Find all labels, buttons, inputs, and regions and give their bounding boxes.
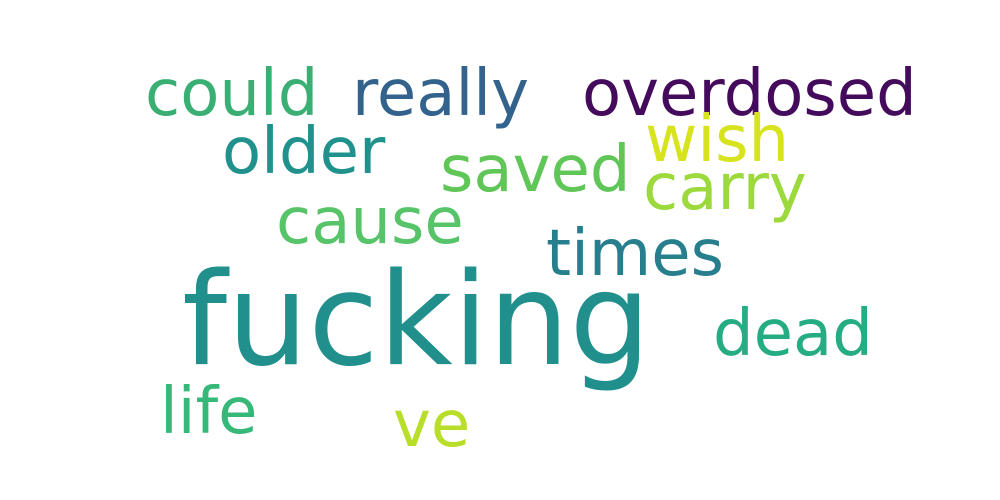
word-dead: dead <box>713 297 873 371</box>
word-overdosed: overdosed <box>582 57 917 131</box>
word-could: could <box>145 57 319 131</box>
word-older: older <box>222 115 386 189</box>
word-carry: carry <box>643 151 807 225</box>
word-really: really <box>352 57 529 131</box>
word-life: life <box>160 375 258 449</box>
word-saved: saved <box>440 133 631 207</box>
word-cause: cause <box>276 185 464 259</box>
word-wish: wish <box>645 103 790 177</box>
word-fucking: fucking <box>182 246 651 395</box>
word-times: times <box>546 217 724 291</box>
word-ve: ve <box>393 388 471 462</box>
